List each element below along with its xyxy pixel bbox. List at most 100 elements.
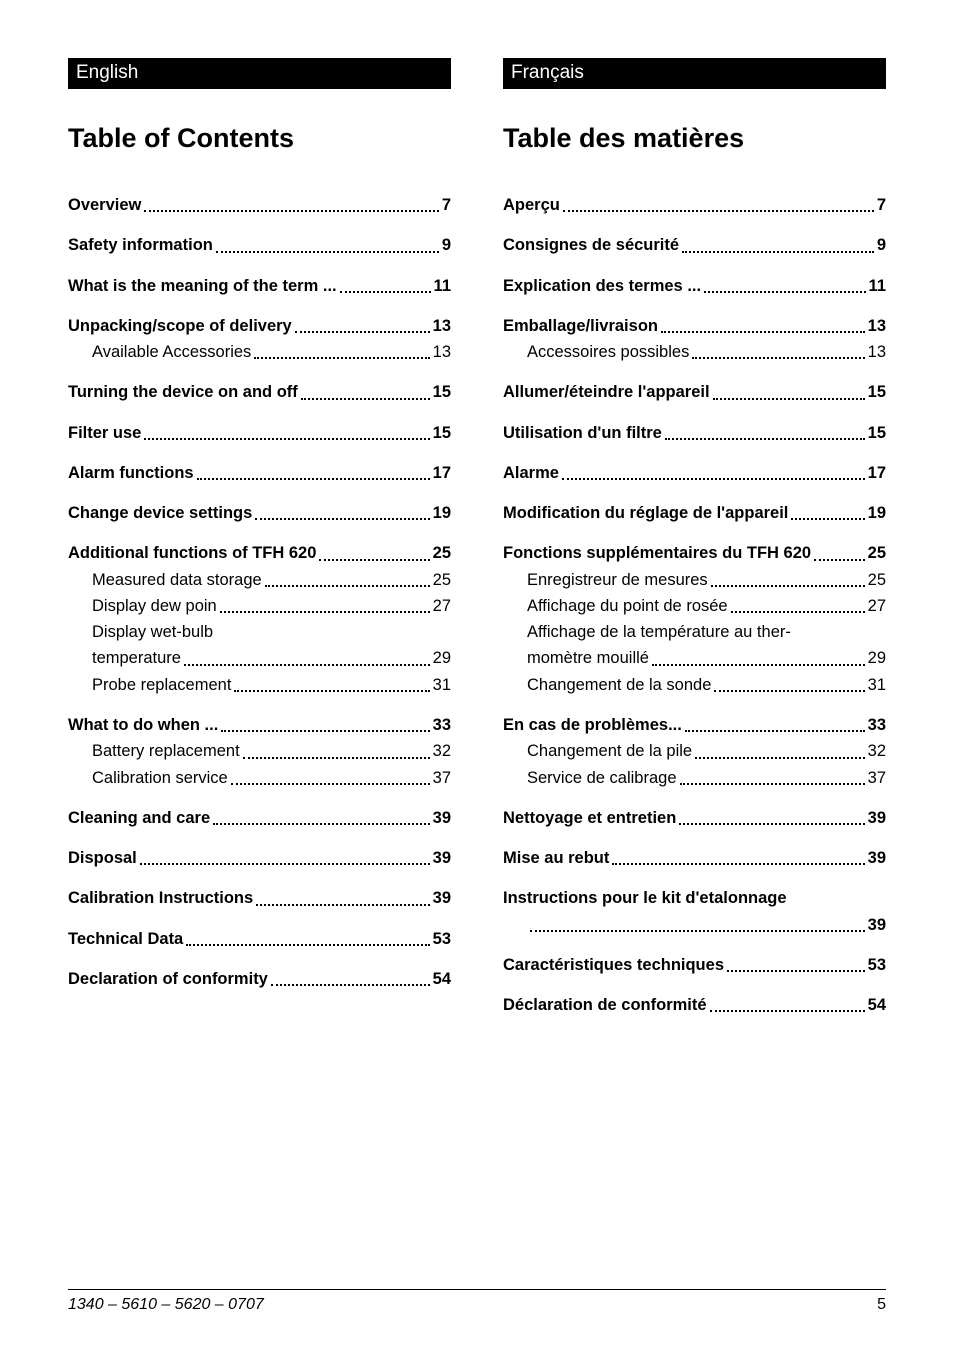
toc-group: Modification du réglage de l'appareil19 <box>503 502 886 524</box>
toc-dots <box>295 331 430 333</box>
toc-dots <box>197 478 430 480</box>
toc-dots <box>814 559 865 561</box>
toc-group: Declaration of conformity54 <box>68 968 451 990</box>
toc-group: Change device settings 19 <box>68 502 451 524</box>
toc-entry-label: Accessoires possibles <box>527 341 689 363</box>
toc-entry-page: 39 <box>868 807 886 829</box>
toc-entry-label: En cas de problèmes... <box>503 714 682 736</box>
toc-group: Technical Data53 <box>68 928 451 950</box>
toc-entry-page: 39 <box>868 847 886 869</box>
toc-dots <box>340 291 431 293</box>
toc-group: Déclaration de conformité54 <box>503 994 886 1016</box>
toc-entries-english: Overview7Safety information9What is the … <box>68 194 451 990</box>
toc-dots <box>562 478 865 480</box>
toc-entry-label: Cleaning and care <box>68 807 210 829</box>
toc-entry: Mise au rebut 39 <box>503 847 886 869</box>
footer-doc-code: 1340 – 5610 – 5620 – 0707 <box>68 1296 264 1314</box>
toc-dots <box>563 210 874 212</box>
toc-group: Instructions pour le kit d'etalonnage39 <box>503 887 886 936</box>
toc-entry-label: Service de calibrage <box>527 767 677 789</box>
toc-entry: Nettoyage et entretien39 <box>503 807 886 829</box>
toc-entry: Filter use15 <box>68 422 451 444</box>
toc-entry: Changement de la pile32 <box>503 740 886 762</box>
toc-entry: Instructions pour le kit d'etalonnage <box>503 887 886 909</box>
toc-entry-label: Additional functions of TFH 620 <box>68 542 316 564</box>
toc-entry-page: 31 <box>433 674 451 696</box>
toc-entry-page: 32 <box>868 740 886 762</box>
toc-dots <box>680 783 865 785</box>
toc-dots <box>727 970 865 972</box>
toc-dots <box>704 291 865 293</box>
page-footer: 1340 – 5610 – 5620 – 0707 5 <box>68 1289 886 1314</box>
lang-tab-french: Français <box>503 58 886 89</box>
toc-entry: Affichage de la température au ther- <box>503 621 886 643</box>
toc-dots <box>255 518 429 520</box>
toc-dots <box>216 251 439 253</box>
toc-entry-page: 54 <box>868 994 886 1016</box>
toc-entry: Measured data storage25 <box>68 569 451 591</box>
toc-entry: Unpacking/scope of delivery13 <box>68 315 451 337</box>
toc-dots <box>695 757 865 759</box>
toc-dots <box>692 357 864 359</box>
toc-title-english: Table of Contents <box>68 123 451 154</box>
toc-entry-label: Mise au rebut <box>503 847 609 869</box>
toc-entry-page: 15 <box>433 381 451 403</box>
toc-entry-page: 33 <box>433 714 451 736</box>
toc-entry-page: 53 <box>868 954 886 976</box>
toc-entry-label: Consignes de sécurité <box>503 234 679 256</box>
toc-entry-page: 27 <box>433 595 451 617</box>
toc-group: Overview7 <box>68 194 451 216</box>
toc-group: Alarm functions17 <box>68 462 451 484</box>
toc-entry: Cleaning and care39 <box>68 807 451 829</box>
toc-dots <box>186 944 429 946</box>
toc-entry: Turning the device on and off15 <box>68 381 451 403</box>
toc-dots <box>790 905 883 906</box>
toc-entry: Alarme17 <box>503 462 886 484</box>
footer-page-number: 5 <box>877 1296 886 1314</box>
toc-entry-label: Instructions pour le kit d'etalonnage <box>503 887 787 909</box>
toc-entry-label: Battery replacement <box>92 740 240 762</box>
toc-entry-page: 11 <box>434 275 451 297</box>
toc-dots <box>665 438 865 440</box>
toc-entry-page: 29 <box>433 647 451 669</box>
toc-entry-page: 7 <box>442 194 451 216</box>
column-french: Français Table des matières Aperçu7Consi… <box>503 58 886 1034</box>
toc-dots <box>731 611 865 613</box>
toc-entry-label: Declaration of conformity <box>68 968 268 990</box>
toc-entry-label: Changement de la sonde <box>527 674 711 696</box>
column-english: English Table of Contents Overview7Safet… <box>68 58 451 1034</box>
toc-group: Mise au rebut 39 <box>503 847 886 869</box>
toc-title-french: Table des matières <box>503 123 886 154</box>
toc-entry-label: Emballage/livraison <box>503 315 658 337</box>
toc-entry: Display wet-bulb <box>68 621 451 643</box>
toc-dots <box>710 1010 865 1012</box>
toc-dots <box>220 611 430 613</box>
toc-entry-label: Alarm functions <box>68 462 194 484</box>
toc-entry: Enregistreur de mesures25 <box>503 569 886 591</box>
toc-entry-label: Affichage du point de rosée <box>527 595 728 617</box>
toc-entry-label: What is the meaning of the term ... <box>68 275 337 297</box>
toc-entry: Available Accessories13 <box>68 341 451 363</box>
toc-entry: momètre mouillé29 <box>503 647 886 669</box>
toc-entry-page: 13 <box>433 341 451 363</box>
toc-group: Emballage/livraison13Accessoires possibl… <box>503 315 886 364</box>
toc-entry-label: Measured data storage <box>92 569 262 591</box>
toc-dots <box>144 210 438 212</box>
toc-dots <box>254 357 429 359</box>
toc-dots <box>791 518 864 520</box>
toc-dots <box>213 823 430 825</box>
toc-entry-label: Alarme <box>503 462 559 484</box>
toc-entry-page: 25 <box>868 542 886 564</box>
toc-group: Fonctions supplémentaires du TFH 62025En… <box>503 542 886 696</box>
toc-entry-label: Change device settings <box>68 502 252 524</box>
toc-dots <box>685 730 865 732</box>
toc-entry: Affichage du point de rosée27 <box>503 595 886 617</box>
toc-group: Consignes de sécurité9 <box>503 234 886 256</box>
toc-entry-page: 32 <box>433 740 451 762</box>
toc-entry: Explication des termes ...11 <box>503 275 886 297</box>
toc-dots <box>301 398 430 400</box>
toc-entry: Changement de la sonde31 <box>503 674 886 696</box>
toc-entry-page: 7 <box>877 194 886 216</box>
toc-entry: Allumer/éteindre l'appareil15 <box>503 381 886 403</box>
toc-entry-page: 19 <box>433 502 451 524</box>
